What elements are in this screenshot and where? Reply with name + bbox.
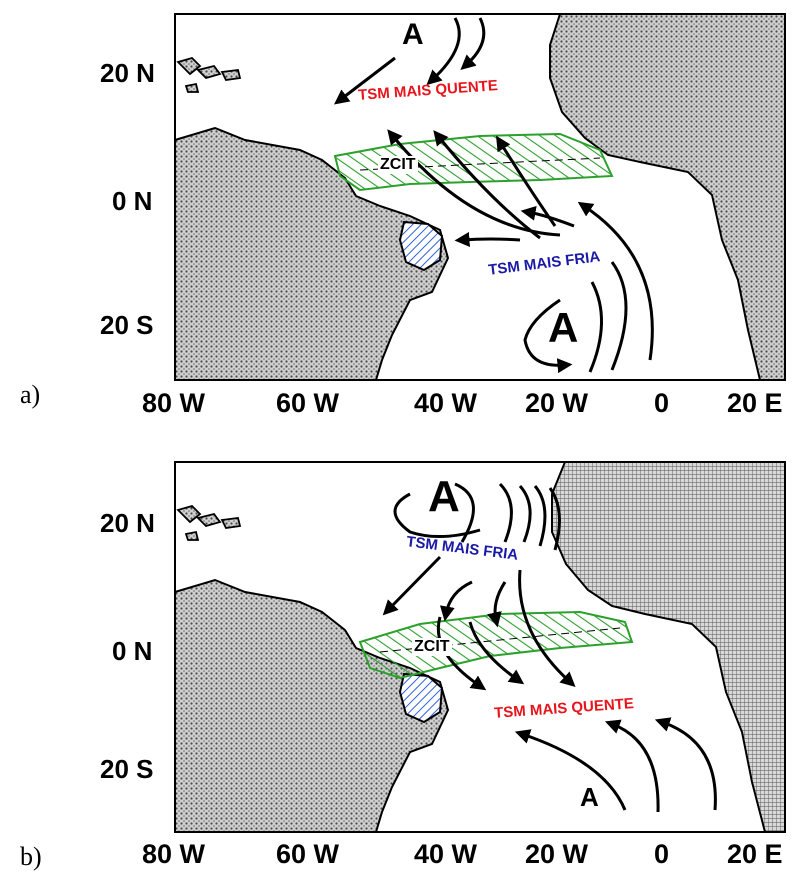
- high-pressure-label-south: A: [548, 304, 579, 351]
- wind-arrow: [334, 56, 396, 105]
- high-pressure-label-south: A: [580, 782, 599, 812]
- africa-landmass: [549, 13, 786, 381]
- wind-arrow: [468, 621, 525, 685]
- panel-b: 20 N 0 N 20 S 80 W 60 W 40 W 20 W 0 20 E…: [0, 442, 808, 884]
- wind-arrow: [498, 482, 513, 543]
- northeast-brazil-region: [398, 220, 444, 272]
- wind-arrow: [610, 261, 628, 371]
- lat-label-0n: 0 N: [112, 186, 153, 216]
- wind-arrow: [577, 201, 654, 361]
- panel-letter-a: a): [20, 380, 41, 409]
- northeast-brazil-region: [398, 672, 444, 724]
- wind-arrow: [487, 581, 507, 628]
- lon-label-0: 0: [654, 388, 670, 418]
- wind-arrow: [523, 298, 573, 374]
- lon-label-60w: 60 W: [276, 839, 340, 869]
- lon-label-20e: 20 E: [727, 388, 783, 418]
- lat-label-20n: 20 N: [100, 508, 155, 538]
- wind-arrow: [496, 135, 557, 227]
- high-pressure-label-north: A: [402, 18, 424, 51]
- wind-arrow: [426, 17, 461, 86]
- high-pressure-label-north: A: [428, 472, 460, 521]
- lon-label-20w: 20 W: [525, 839, 589, 869]
- south-america-landmass: [174, 126, 450, 381]
- wind-arrow: [604, 719, 660, 813]
- wind-arrow: [533, 485, 547, 547]
- lon-label-0: 0: [654, 839, 670, 869]
- panel-a: 20 N 0 N 20 S 80 W 60 W 40 W 20 W 0 20 E…: [20, 13, 786, 418]
- lat-label-0n: 0 N: [112, 636, 153, 666]
- wind-arrow: [548, 487, 561, 551]
- itcz-label: ZCIT: [378, 156, 418, 174]
- panel-letter-b: b): [20, 842, 42, 871]
- lon-label-80w: 80 W: [142, 388, 206, 418]
- lon-label-20e: 20 E: [727, 839, 783, 869]
- itcz-band: [358, 610, 634, 680]
- wind-arrow: [460, 17, 486, 70]
- lon-label-40w: 40 W: [414, 388, 478, 418]
- lon-label-20w: 20 W: [525, 388, 589, 418]
- wind-arrow: [433, 130, 541, 240]
- wind-arrow: [518, 569, 576, 688]
- lon-label-60w: 60 W: [276, 388, 340, 418]
- lat-label-20s: 20 S: [100, 310, 154, 340]
- lat-label-20s: 20 S: [100, 754, 154, 784]
- wind-arrow: [382, 555, 442, 616]
- lon-label-40w: 40 W: [414, 839, 478, 869]
- wind-arrow: [654, 717, 717, 811]
- lat-label-20n: 20 N: [100, 58, 155, 88]
- map-b: [174, 461, 786, 833]
- caribbean-islands: [176, 504, 242, 541]
- wind-arrow: [454, 231, 521, 247]
- wind-arrow: [514, 729, 627, 811]
- map-a: [174, 13, 786, 381]
- wind-arrow: [454, 482, 475, 543]
- africa-landmass: [551, 461, 786, 833]
- itcz-label: ZCIT: [412, 638, 452, 656]
- wind-arrow: [518, 484, 532, 543]
- wind-arrow: [588, 281, 603, 373]
- wind-arrow: [439, 580, 473, 622]
- lon-label-80w: 80 W: [142, 839, 206, 869]
- caribbean-islands: [176, 56, 242, 93]
- high-pressure-arc: [393, 492, 481, 539]
